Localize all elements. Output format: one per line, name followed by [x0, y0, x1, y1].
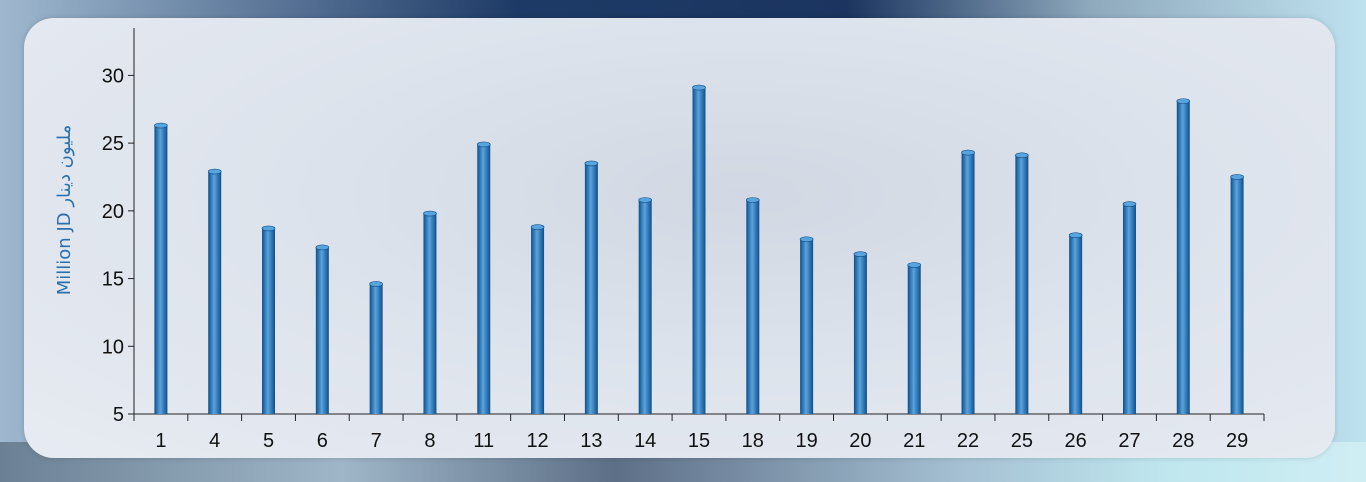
x-tick-label: 14: [634, 430, 656, 452]
bar-body: [1176, 101, 1190, 414]
bar-cap: [423, 210, 437, 217]
bar-cap: [1230, 174, 1244, 180]
bar-15: [692, 84, 706, 414]
bar-cap: [692, 84, 706, 91]
bar-18: [746, 197, 760, 414]
bar-cap: [907, 262, 922, 268]
bar-26: [1068, 232, 1083, 414]
bar-21: [907, 262, 922, 414]
bar-cap: [315, 244, 330, 251]
y-tick-label: 15: [102, 269, 124, 291]
x-tick-label: 29: [1226, 430, 1248, 452]
bar-cap: [207, 168, 222, 175]
x-tick-label: 20: [849, 430, 871, 452]
bar-body: [315, 247, 329, 414]
x-tick-label: 5: [263, 430, 274, 452]
bar-cap: [476, 141, 491, 148]
bar-cap: [746, 197, 760, 203]
bar-cap: [1068, 232, 1083, 239]
x-tick-label: 8: [424, 430, 435, 452]
x-tick-label: 19: [795, 430, 817, 452]
bar-cap: [961, 149, 975, 156]
bar-cap: [853, 251, 868, 257]
bars: [154, 84, 1244, 415]
bar-cap: [1176, 98, 1191, 104]
bar-body: [1230, 176, 1244, 414]
bar-cap: [1122, 201, 1137, 207]
bar-body: [1015, 155, 1029, 414]
bar-8: [423, 210, 437, 414]
bar-20: [853, 251, 868, 414]
bar-body: [1069, 235, 1083, 414]
x-tick-label: 13: [580, 430, 602, 452]
bar-body: [477, 144, 491, 415]
bar-11: [476, 141, 491, 415]
bar-body: [262, 228, 276, 414]
bar-body: [423, 213, 437, 414]
chart-panel: [24, 18, 1335, 458]
bar-27: [1122, 201, 1137, 414]
x-tick-label: 22: [957, 430, 979, 452]
x-tick-label: 15: [688, 430, 710, 452]
y-tick-label: 10: [102, 336, 124, 358]
bar-29: [1230, 174, 1244, 414]
bar-cap: [261, 225, 276, 232]
x-tick-label: 25: [1011, 430, 1033, 452]
bar-22: [961, 149, 975, 414]
bar-4: [207, 168, 222, 414]
bar-7: [369, 281, 383, 414]
y-tick-label: 20: [102, 201, 124, 223]
bar-19: [799, 236, 814, 414]
y-tick-label: 5: [113, 404, 124, 426]
bar-body: [961, 152, 975, 414]
bar-body: [584, 163, 598, 414]
x-tick-label: 26: [1065, 430, 1087, 452]
bar-13: [584, 160, 599, 414]
y-tick-label: 30: [102, 65, 124, 87]
x-tick-label: 12: [526, 430, 548, 452]
bar-body: [638, 200, 652, 414]
bar-body: [1122, 204, 1136, 414]
y-tick-labels: 5 10 15 20 25 30: [102, 65, 124, 426]
bar-cap: [369, 281, 383, 287]
bar-cap: [638, 197, 652, 203]
bar-6: [315, 244, 330, 414]
bar-body: [531, 227, 545, 414]
bar-cap: [530, 224, 545, 230]
x-tick-label: 28: [1172, 430, 1194, 452]
bar-cap: [1015, 152, 1029, 159]
bar-body: [853, 254, 867, 414]
bar-body: [800, 239, 814, 414]
bar-1: [154, 122, 168, 414]
x-tick-label: 4: [209, 430, 220, 452]
x-tick-labels: 1 4 5 6 7 8 11 12 13 14 15 18 19 20 21 22 25 26 27 28 29: [155, 430, 1248, 452]
x-tick-label: 7: [371, 430, 382, 452]
x-tick-label: 18: [742, 430, 764, 452]
bar-body: [746, 200, 760, 414]
bar-cap: [584, 160, 599, 167]
bar-body: [907, 265, 921, 414]
x-tick-label: 11: [473, 430, 494, 452]
bar-body: [692, 87, 706, 414]
y-axis-label: Million JD مليون دينار: [54, 125, 75, 295]
bar-28: [1176, 98, 1191, 414]
x-tick-label: 6: [317, 430, 328, 452]
bar-25: [1015, 152, 1029, 414]
x-tick-label: 27: [1118, 430, 1140, 452]
x-tick-label: 1: [155, 430, 166, 452]
bar-5: [261, 225, 276, 414]
x-tick-label: 21: [903, 430, 925, 452]
bar-12: [530, 224, 545, 414]
bar-body: [369, 283, 383, 414]
bar-cap: [154, 122, 168, 129]
bar-body: [154, 125, 168, 414]
bar-14: [638, 197, 652, 414]
y-tick-label: 25: [102, 133, 124, 155]
bar-body: [208, 171, 222, 414]
bar-cap: [799, 236, 814, 243]
